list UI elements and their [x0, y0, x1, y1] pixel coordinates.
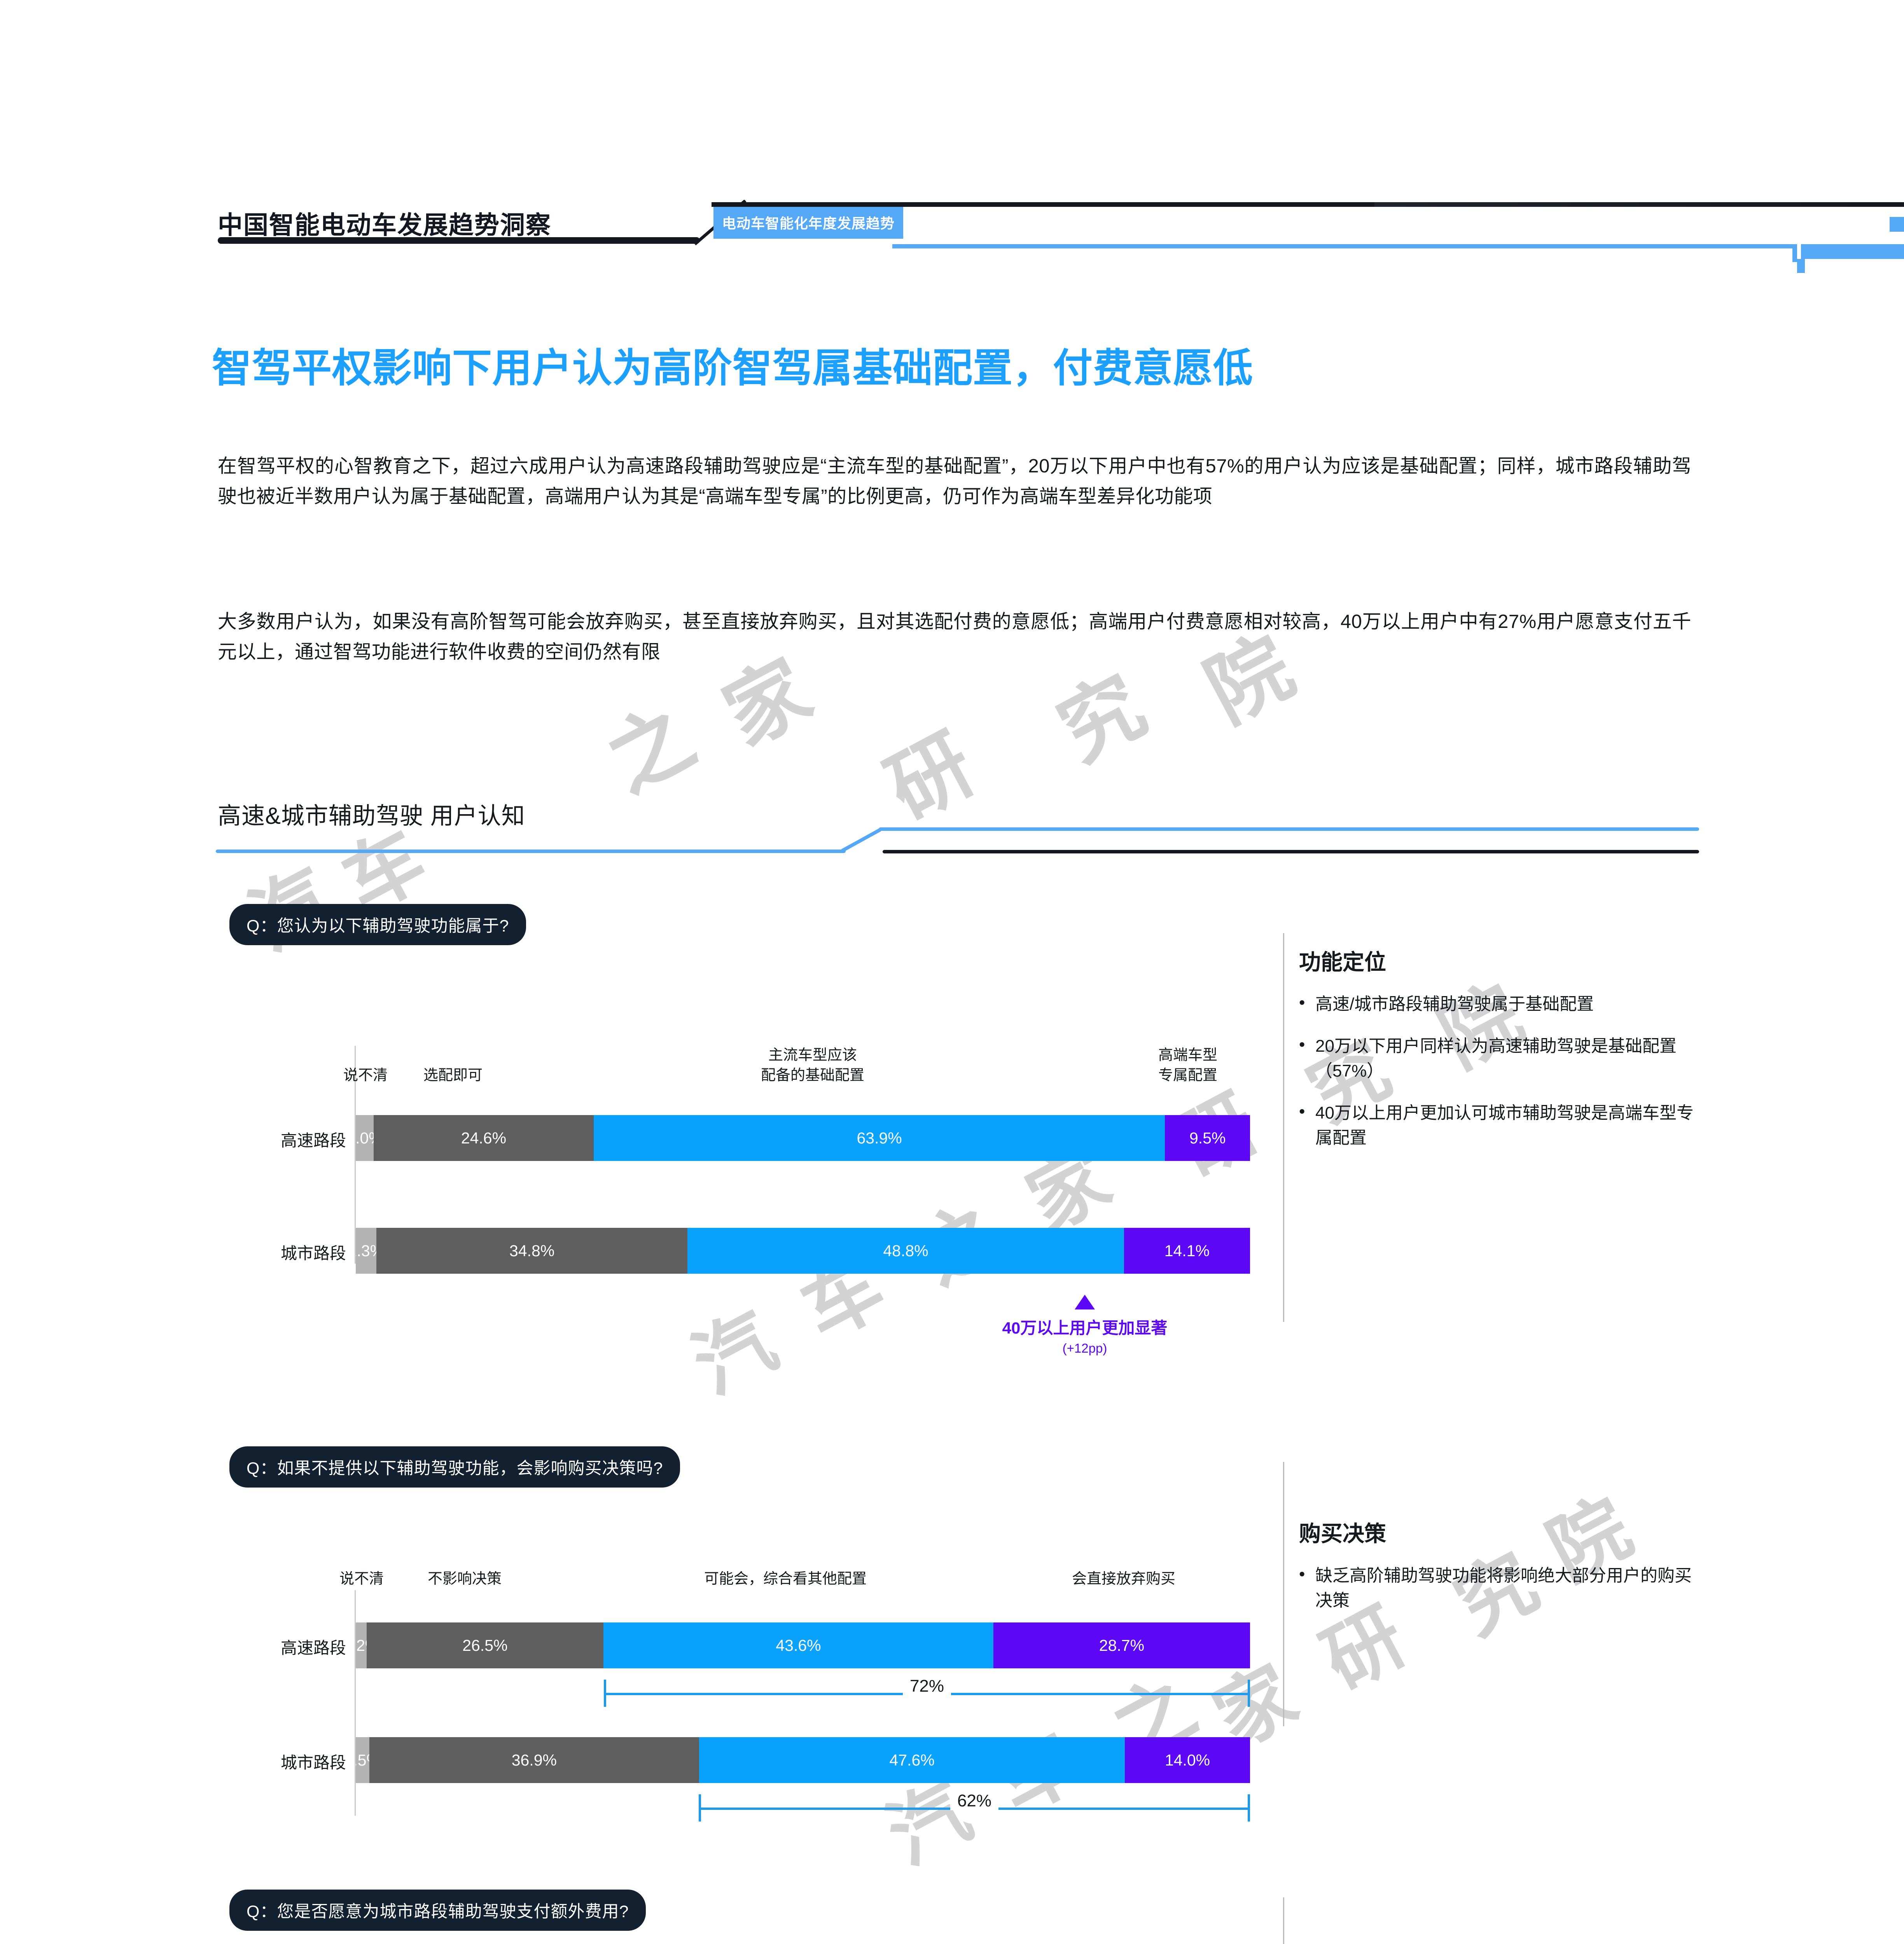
- chart2-segment-r1-4: 28.7%: [993, 1622, 1250, 1668]
- chart2-bar-row-1: 1.2% 26.5% 43.6% 28.7%: [356, 1622, 1250, 1668]
- sidebar-item-1-2: 20万以下用户同样认为高速辅助驾驶是基础配置（57%）: [1299, 1032, 1697, 1084]
- chart2-bracket-1-cap-right: [1248, 1680, 1250, 1707]
- intro-paragraph-1: 在智驾平权的心智教育之下，超过六成用户认为高速路段辅助驾驶应是“主流车型的基础配…: [218, 456, 1691, 507]
- chart1-col-header-4-line2: 专属配置: [1158, 1067, 1217, 1084]
- chart2-col-header-3: 可能会，综合看其他配置: [704, 1571, 867, 1587]
- header-blue-corner: [1890, 217, 1904, 232]
- chart2-row-label-2: 城市路段: [280, 1753, 346, 1772]
- sidebar-divider-2: [1283, 1462, 1284, 1726]
- chart2-axis: [355, 1590, 356, 1816]
- chart1-col-header-4-line1: 高端车型: [1158, 1047, 1217, 1063]
- question-pill-2: Q：如果不提供以下辅助驾驶功能，会影响购买决策吗?: [229, 1446, 680, 1488]
- chart2-col-header-4: 会直接放弃购买: [1072, 1571, 1175, 1587]
- chart1-segment-r2-3: 48.8%: [687, 1228, 1124, 1274]
- chart1-callout: 40万以上用户更加显著 (+12pp): [918, 1295, 1252, 1356]
- chart1-col-header-3-line1: 主流车型应该: [768, 1047, 857, 1063]
- chart1-callout-subtext: (+12pp): [1062, 1341, 1107, 1355]
- header-notch-shape: [1792, 244, 1797, 262]
- chart2-bracket-1: 72%: [604, 1677, 1250, 1707]
- chart1-bar-row-1: 2.0% 24.6% 63.9% 9.5%: [356, 1115, 1250, 1161]
- chart1-col-header-1: 说不清: [343, 1067, 388, 1084]
- section-rule-right-blue: [879, 827, 1699, 831]
- page-header: 中国智能电动车发展趋势洞察 电动车智能化年度发展趋势: [218, 194, 1904, 273]
- chart2-col-header-1: 说不清: [339, 1571, 384, 1587]
- watermark-mark: 车: [942, 1936, 1064, 1944]
- header-title: 中国智能电动车发展趋势洞察: [218, 211, 551, 239]
- sidebar-block-2: 购买决策 缺乏高阶辅助驾驶功能将影响绝大部分用户的购买决策: [1285, 1516, 1697, 1630]
- chart1-bar-row-2: 2.3% 34.8% 48.8% 14.1%: [356, 1228, 1250, 1274]
- chart2-bracket-1-label: 72%: [902, 1677, 951, 1696]
- chart2-bracket-2-label: 62%: [950, 1791, 999, 1810]
- sidebar-heading-1: 功能定位: [1299, 950, 1386, 974]
- chart2-segment-r1-3: 43.6%: [603, 1622, 993, 1668]
- header-blue-block: [1801, 244, 1904, 259]
- sidebar-divider-1: [1283, 933, 1284, 1322]
- header-tab-label: 电动车智能化年度发展趋势: [713, 207, 904, 239]
- watermark-mark: 汽: [678, 1294, 790, 1412]
- chart1-segment-r1-2: 24.6%: [374, 1115, 594, 1161]
- chart2-segment-r2-1: 1.5%: [356, 1737, 369, 1783]
- watermark-mark: 研: [872, 715, 989, 838]
- section-rule-left: [216, 850, 846, 853]
- chart2-segment-r2-2: 36.9%: [369, 1737, 699, 1783]
- chart1-row-label-1: 高速路段: [280, 1131, 346, 1150]
- chart2-segment-r1-1: 1.2%: [356, 1622, 367, 1668]
- chart2-bracket-2: 62%: [699, 1791, 1250, 1822]
- chart1-segment-r1-3: 63.9%: [593, 1115, 1165, 1161]
- question-pill-1: Q：您认为以下辅助驾驶功能属于?: [229, 904, 526, 945]
- chart1-row-label-2: 城市路段: [280, 1244, 346, 1262]
- chart1-segment-r1-4: 9.5%: [1165, 1115, 1250, 1161]
- chart2-bracket-2-label-wrap: 62%: [699, 1791, 1250, 1811]
- chart2-bracket-2-cap-right: [1248, 1794, 1250, 1822]
- sidebar-heading-2: 购买决策: [1299, 1521, 1386, 1546]
- header-blue-line: [892, 244, 1794, 248]
- chart1-col-header-3: 主流车型应该 配备的基础配置: [723, 1045, 902, 1086]
- chart1-callout-arrow-icon: [1075, 1295, 1095, 1309]
- intro-paragraph-2: 大多数用户认为，如果没有高阶智驾可能会放弃购买，甚至直接放弃购买，且对其选配付费…: [218, 611, 1691, 663]
- chart2-col-header-2: 不影响决策: [427, 1571, 502, 1587]
- question-pill-3: Q：您是否愿意为城市路段辅助驾驶支付额外费用?: [229, 1890, 646, 1931]
- chart1-col-header-3-line2: 配备的基础配置: [761, 1067, 864, 1084]
- chart1-col-header-2: 选配即可: [423, 1067, 483, 1084]
- section-rule-right-dark: [883, 850, 1699, 853]
- sidebar-item-2-1: 缺乏高阶辅助驾驶功能将影响绝大部分用户的购买决策: [1299, 1562, 1697, 1613]
- chart2-bar-row-2: 1.5% 36.9% 47.6% 14.0%: [356, 1737, 1250, 1783]
- page-title: 智驾平权影响下用户认为高阶智驾属基础配置，付费意愿低: [212, 346, 1253, 390]
- chart2-row-label-1: 高速路段: [280, 1639, 346, 1657]
- sidebar-divider-3: [1283, 1897, 1284, 1944]
- sidebar-item-1-1: 高速/城市路段辅助驾驶属于基础配置: [1299, 990, 1697, 1017]
- section-heading: 高速&城市辅助驾驶 用户认知: [218, 803, 525, 829]
- chart2-segment-r1-2: 26.5%: [366, 1622, 604, 1668]
- chart1-segment-r1-1: 2.0%: [356, 1115, 374, 1161]
- chart2-segment-r2-3: 47.6%: [699, 1737, 1125, 1783]
- chart1-axis: [355, 1046, 356, 1264]
- chart1-segment-r2-1: 2.3%: [356, 1228, 376, 1274]
- chart2-bracket-1-label-wrap: 72%: [604, 1677, 1250, 1696]
- chart2-segment-r2-4: 14.0%: [1124, 1737, 1250, 1783]
- header-top-line: [712, 202, 1904, 207]
- chart1-callout-text: 40万以上用户更加显著: [1002, 1319, 1168, 1337]
- watermark-mark: 之: [592, 688, 709, 811]
- chart1-segment-r2-4: 14.1%: [1124, 1228, 1250, 1274]
- sidebar-item-1-3: 40万以上用户更加认可城市辅助驾驶是高端车型专属配置: [1299, 1099, 1697, 1150]
- sidebar-block-1: 功能定位 高速/城市路段辅助驾驶属于基础配置 20万以下用户同样认为高速辅助驾驶…: [1285, 945, 1697, 1168]
- header-dark-rule: [218, 237, 700, 244]
- header-blue-tick: [1797, 259, 1805, 273]
- chart1-segment-r2-2: 34.8%: [376, 1228, 688, 1274]
- chart1-col-header-4: 高端车型 专属配置: [1129, 1045, 1246, 1086]
- section-rule-diagonal: [841, 828, 881, 852]
